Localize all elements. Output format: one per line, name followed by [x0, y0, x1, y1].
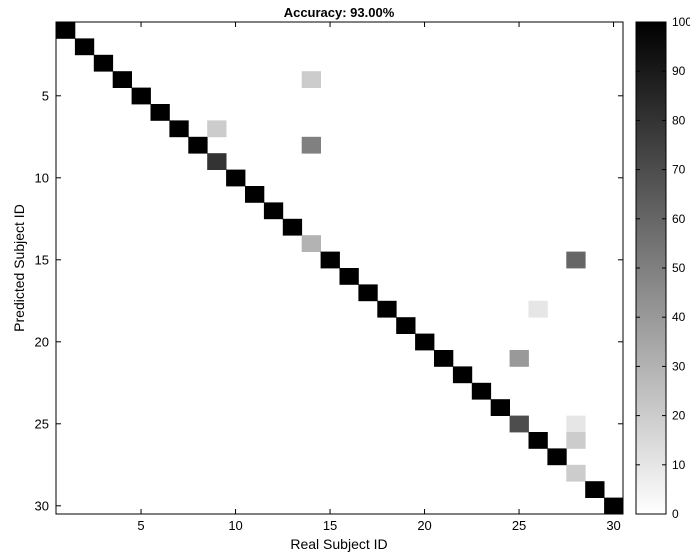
heatmap-cell	[547, 448, 567, 466]
heatmap-cell	[509, 350, 529, 367]
heatmap-cell	[282, 218, 303, 236]
heatmap-cell	[263, 202, 284, 220]
colorbar-tick-label: 50	[672, 261, 686, 275]
heatmap-cell	[358, 284, 378, 302]
heatmap-cell	[528, 432, 548, 449]
colorbar-tick-label: 20	[672, 409, 686, 423]
heatmap-plot-area: 5 10 15 20 25 30 5 10 15 20 25 30	[35, 21, 624, 533]
heatmap-cell	[396, 317, 416, 334]
x-tick-label: 15	[323, 518, 337, 533]
x-tick-label: 30	[606, 518, 620, 533]
heatmap-cell	[490, 399, 510, 416]
heatmap-cell	[112, 71, 132, 88]
colorbar-gradient	[635, 21, 667, 515]
x-tick-label: 10	[228, 518, 242, 533]
colorbar: 0 10 20 30 40 50 60 70 80 90 100	[635, 15, 690, 521]
heatmap-cell	[585, 481, 605, 498]
heatmap-cell	[301, 71, 321, 88]
heatmap-cell	[188, 136, 208, 154]
heatmap-cell	[566, 464, 586, 482]
y-tick-label: 25	[35, 416, 49, 431]
heatmap-cell	[604, 497, 624, 515]
colorbar-tick-label: 10	[672, 458, 686, 472]
heatmap-cell	[471, 382, 492, 400]
colorbar-tick-label: 70	[672, 163, 686, 177]
heatmap-cell	[207, 153, 227, 170]
heatmap-cell	[377, 300, 397, 318]
y-tick-label: 30	[35, 498, 49, 513]
x-axis-ticks: 5 10 15 20 25 30	[137, 22, 621, 533]
y-axis-ticks: 5 10 15 20 25 30	[35, 88, 623, 513]
y-tick-label: 5	[42, 88, 49, 103]
heatmap-cell	[566, 415, 586, 433]
heatmap-cell	[452, 366, 473, 384]
heatmap-cell	[528, 300, 548, 318]
heatmap-cell	[131, 87, 151, 105]
heatmap-cell	[415, 333, 435, 351]
y-tick-label: 15	[35, 252, 49, 267]
y-tick-label: 10	[35, 170, 49, 185]
colorbar-tick-label: 80	[672, 113, 686, 127]
x-tick-label: 25	[512, 518, 526, 533]
heatmap-cell	[226, 169, 246, 187]
heatmap-cell	[301, 136, 321, 154]
heatmap-cell	[434, 350, 454, 367]
colorbar-tick-label: 90	[672, 64, 686, 78]
heatmap-cell	[339, 268, 359, 285]
heatmap-cell	[301, 235, 321, 252]
heatmap-cell	[169, 120, 189, 138]
chart-title: Accuracy: 93.00%	[284, 5, 395, 20]
heatmap-cell	[320, 251, 340, 269]
plot-frame	[55, 21, 624, 515]
x-tick-label: 20	[417, 518, 431, 533]
heatmap-cell	[150, 104, 170, 121]
colorbar-tick-label: 40	[672, 310, 686, 324]
heatmap-cell	[56, 22, 76, 39]
x-axis-label: Real Subject ID	[290, 536, 387, 552]
colorbar-tick-label: 0	[672, 507, 679, 521]
y-axis-label: Predicted Subject ID	[11, 204, 27, 332]
colorbar-tick-label: 100	[672, 15, 690, 29]
heatmap-cell	[93, 54, 114, 72]
heatmap-cell	[74, 38, 95, 56]
heatmap-cell	[207, 120, 227, 138]
colorbar-ticks: 0 10 20 30 40 50 60 70 80 90 100	[636, 15, 690, 521]
heatmap-cell	[509, 415, 529, 433]
heatmap-cell	[245, 186, 265, 203]
heatmap-cell	[566, 251, 586, 269]
colorbar-tick-label: 30	[672, 359, 686, 373]
y-tick-label: 20	[35, 334, 49, 349]
colorbar-tick-label: 60	[672, 212, 686, 226]
x-tick-label: 5	[137, 518, 144, 533]
heatmap-cells	[56, 22, 624, 515]
heatmap-cell	[566, 432, 586, 449]
